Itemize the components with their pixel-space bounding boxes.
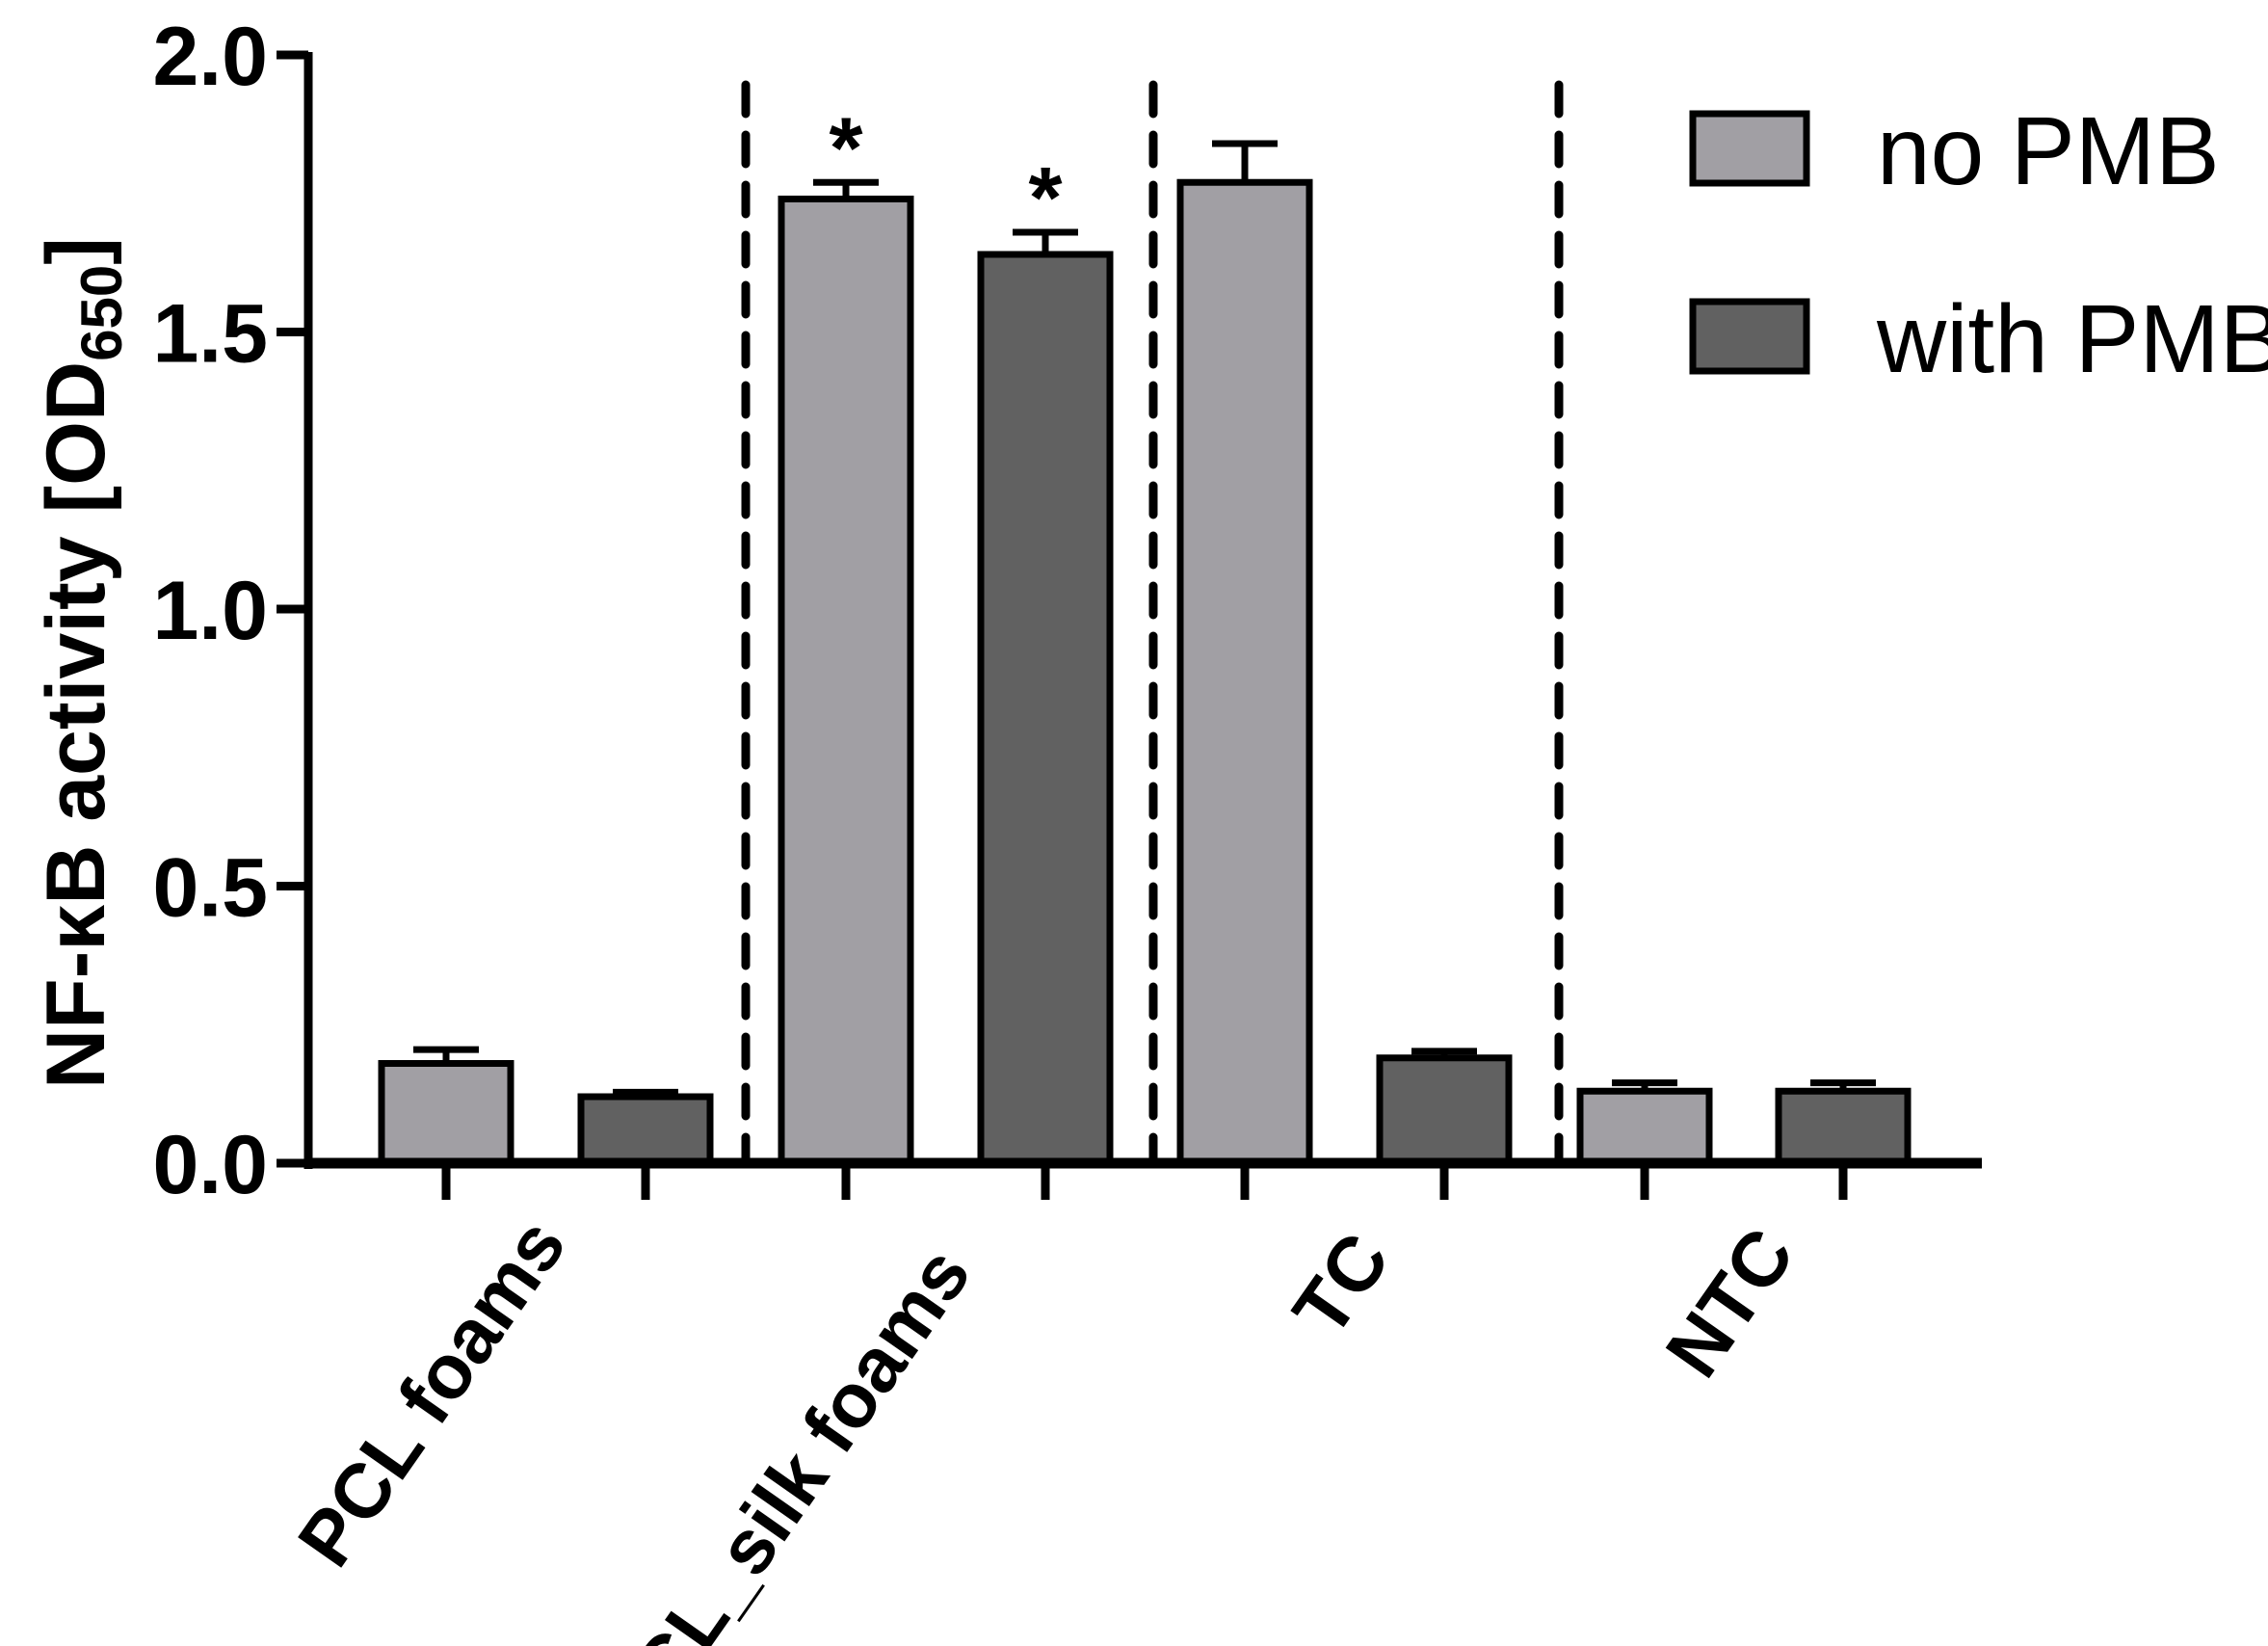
legend-swatch-with-pmb [1689,298,1810,375]
y-tick-label: 0.5 [152,842,268,935]
y-tick-label: 1.5 [152,288,268,381]
x-category-label: PCL_silk foams [587,1233,987,1646]
significance-star: * [1028,150,1062,247]
bar [577,1093,714,1167]
legend-label-with-pmb: with PMB [1876,285,2268,393]
bar [977,251,1114,1167]
bar [1576,1087,1713,1167]
legend: no PMB with PMB [1689,97,2268,393]
y-tick-label: 1.0 [152,565,268,657]
x-category-label: PCL foams [281,1204,582,1581]
significance-star: * [829,100,862,197]
bars: ** [378,100,1912,1167]
legend-swatch-no-pmb [1689,110,1810,187]
x-category-label: NTC [1649,1213,1810,1393]
bar [778,196,914,1167]
bar [1176,178,1313,1167]
x-axis: PCL foams PCL_silk foams TC NTC [281,1157,1982,1646]
y-axis-label: NF-κB activity [OD650] [30,237,134,1089]
y-tick-label: 2.0 [152,11,268,103]
x-category-label: TC [1277,1218,1406,1351]
group-separators [741,80,1564,1168]
y-axis: 0.0 0.5 1.0 1.5 2.0 [152,11,313,1211]
bar [378,1060,514,1167]
bar [1775,1087,1912,1167]
y-tick-label: 0.0 [152,1119,268,1211]
bar [1376,1054,1513,1167]
legend-label-no-pmb: no PMB [1877,97,2220,205]
